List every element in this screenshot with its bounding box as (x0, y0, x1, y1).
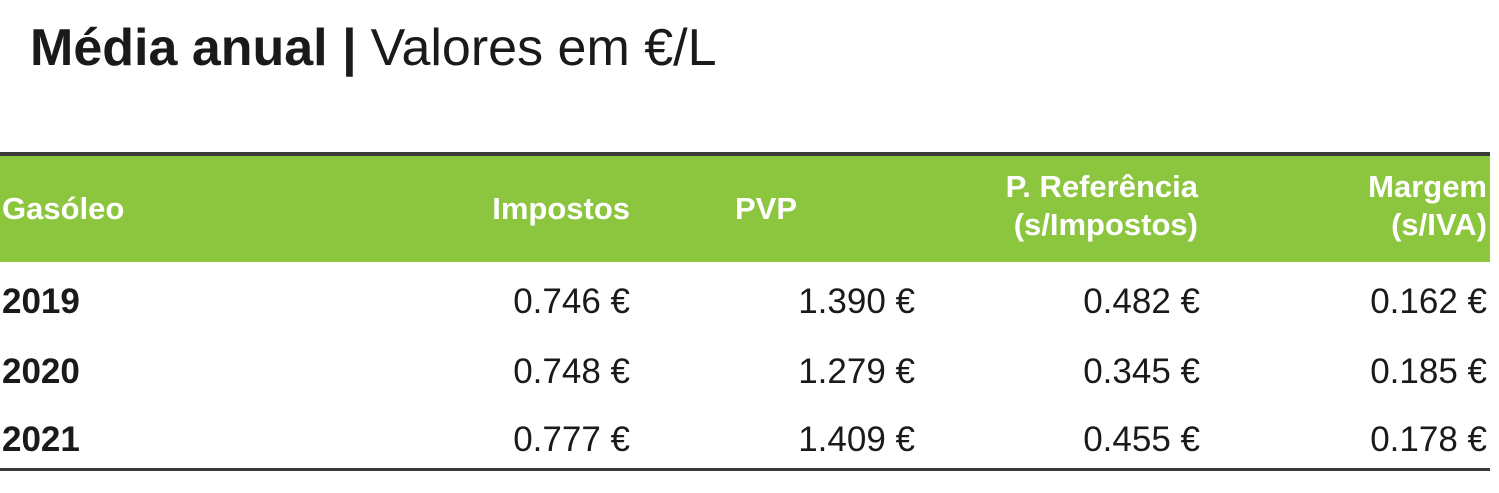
header-line: Margem (1368, 169, 1487, 204)
title-bold: Média anual | (30, 19, 357, 77)
header-cell: Margem (s/IVA) (1368, 168, 1487, 244)
cell-value: 0.455 € (1083, 420, 1200, 459)
header-line: P. Referência (1005, 169, 1198, 204)
table-bottom-rule (0, 468, 1490, 471)
header-cell: Gasóleo (2, 190, 124, 228)
header-cell: PVP (735, 190, 797, 228)
cell-value: 0.482 € (1083, 282, 1200, 321)
cell-value: 1.279 € (798, 352, 915, 391)
cell-value: 1.390 € (798, 282, 915, 321)
header-line: (s/Impostos) (1013, 207, 1198, 242)
header-line: Impostos (492, 191, 630, 226)
cell-value: 0.178 € (1370, 420, 1487, 459)
row-label: 2019 (2, 282, 80, 321)
cell-value: 0.185 € (1370, 352, 1487, 391)
cell-value: 0.345 € (1083, 352, 1200, 391)
table-header (0, 156, 1490, 262)
header-cell: Impostos (492, 190, 630, 228)
header-line: PVP (735, 191, 798, 226)
table-top-rule (0, 152, 1490, 156)
cell-value: 1.409 € (798, 420, 915, 459)
header-cell: P. Referência (s/Impostos) (1006, 168, 1198, 244)
header-line: Gasóleo (2, 191, 125, 226)
title: Média anual | Valores em €/L (30, 18, 717, 78)
row-label: 2020 (2, 352, 80, 391)
cell-value: 0.162 € (1370, 282, 1487, 321)
cell-value: 0.746 € (513, 282, 630, 321)
header-line: (s/IVA) (1391, 207, 1487, 242)
row-label: 2021 (2, 420, 80, 459)
cell-value: 0.777 € (513, 420, 630, 459)
title-regular: Valores em €/L (370, 19, 717, 77)
cell-value: 0.748 € (513, 352, 630, 391)
